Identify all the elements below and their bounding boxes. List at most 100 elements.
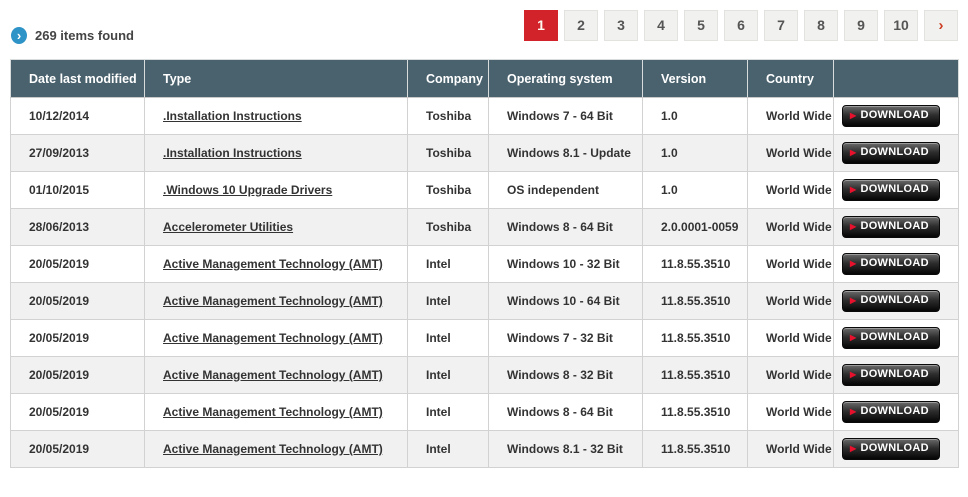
cell-date: 20/05/2019: [10, 356, 145, 394]
cell-type: .Windows 10 Upgrade Drivers: [144, 171, 408, 209]
cell-company: Toshiba: [407, 97, 489, 135]
download-button[interactable]: ▶ DOWNLOAD: [842, 364, 940, 386]
pagination-next-button[interactable]: ›: [924, 10, 958, 41]
page-button-7[interactable]: 7: [764, 10, 798, 41]
cell-version: 11.8.55.3510: [642, 319, 748, 357]
page-button-8[interactable]: 8: [804, 10, 838, 41]
play-icon: ▶: [850, 443, 857, 453]
type-link[interactable]: Active Management Technology (AMT): [163, 294, 383, 308]
download-button[interactable]: ▶ DOWNLOAD: [842, 253, 940, 275]
type-link[interactable]: Active Management Technology (AMT): [163, 257, 383, 271]
table-row: 28/06/2013 Accelerometer Utilities Toshi…: [10, 208, 959, 246]
table-row: 10/12/2014 .Installation Instructions To…: [10, 97, 959, 135]
cell-download: ▶ DOWNLOAD: [833, 430, 959, 468]
cell-company: Intel: [407, 393, 489, 431]
cell-date: 20/05/2019: [10, 319, 145, 357]
table-row: 20/05/2019 Active Management Technology …: [10, 430, 959, 468]
page-button-3[interactable]: 3: [604, 10, 638, 41]
cell-country: World Wide: [747, 171, 834, 209]
download-button-label: DOWNLOAD: [860, 109, 929, 121]
cell-version: 1.0: [642, 97, 748, 135]
chevron-right-circle-icon: ›: [11, 27, 27, 44]
download-button[interactable]: ▶ DOWNLOAD: [842, 290, 940, 312]
cell-date: 27/09/2013: [10, 134, 145, 172]
table-row: 20/05/2019 Active Management Technology …: [10, 319, 959, 357]
cell-type: Active Management Technology (AMT): [144, 430, 408, 468]
type-link[interactable]: Active Management Technology (AMT): [163, 331, 383, 345]
cell-company: Toshiba: [407, 208, 489, 246]
cell-type: .Installation Instructions: [144, 134, 408, 172]
col-header-type: Type: [144, 59, 408, 98]
table-row: 20/05/2019 Active Management Technology …: [10, 245, 959, 283]
cell-version: 11.8.55.3510: [642, 245, 748, 283]
col-header-company: Company: [407, 59, 489, 98]
download-button-label: DOWNLOAD: [860, 442, 929, 454]
cell-version: 11.8.55.3510: [642, 356, 748, 394]
cell-country: World Wide: [747, 245, 834, 283]
play-icon: ▶: [850, 184, 857, 194]
cell-type: Active Management Technology (AMT): [144, 245, 408, 283]
download-button-label: DOWNLOAD: [860, 257, 929, 269]
cell-os: Windows 8 - 32 Bit: [488, 356, 643, 394]
download-button[interactable]: ▶ DOWNLOAD: [842, 179, 940, 201]
page-button-2[interactable]: 2: [564, 10, 598, 41]
top-bar: › 269 items found 1 2 3 4 5 6 7 8 9 10 ›: [10, 10, 958, 44]
cell-os: OS independent: [488, 171, 643, 209]
cell-company: Intel: [407, 356, 489, 394]
col-header-date: Date last modified: [10, 59, 145, 98]
results-table: Date last modified Type Company Operatin…: [10, 59, 959, 468]
cell-os: Windows 8.1 - Update: [488, 134, 643, 172]
cell-download: ▶ DOWNLOAD: [833, 97, 959, 135]
type-link[interactable]: Active Management Technology (AMT): [163, 405, 383, 419]
cell-company: Intel: [407, 245, 489, 283]
type-link[interactable]: .Installation Instructions: [163, 146, 302, 160]
col-header-version: Version: [642, 59, 748, 98]
cell-type: Active Management Technology (AMT): [144, 393, 408, 431]
page-button-4[interactable]: 4: [644, 10, 678, 41]
cell-version: 1.0: [642, 134, 748, 172]
cell-date: 20/05/2019: [10, 282, 145, 320]
page-button-5[interactable]: 5: [684, 10, 718, 41]
download-button[interactable]: ▶ DOWNLOAD: [842, 438, 940, 460]
col-header-country: Country: [747, 59, 834, 98]
cell-company: Intel: [407, 319, 489, 357]
type-link[interactable]: .Windows 10 Upgrade Drivers: [163, 183, 333, 197]
cell-country: World Wide: [747, 319, 834, 357]
results-count-label: 269 items found: [35, 28, 134, 43]
play-icon: ▶: [850, 221, 857, 231]
play-icon: ▶: [850, 295, 857, 305]
cell-download: ▶ DOWNLOAD: [833, 208, 959, 246]
play-icon: ▶: [850, 258, 857, 268]
page-button-1[interactable]: 1: [524, 10, 558, 41]
download-button[interactable]: ▶ DOWNLOAD: [842, 105, 940, 127]
type-link[interactable]: .Installation Instructions: [163, 109, 302, 123]
cell-date: 20/05/2019: [10, 245, 145, 283]
page-button-9[interactable]: 9: [844, 10, 878, 41]
cell-version: 11.8.55.3510: [642, 430, 748, 468]
page: › 269 items found 1 2 3 4 5 6 7 8 9 10 › Date last…: [10, 10, 959, 468]
cell-type: Active Management Technology (AMT): [144, 282, 408, 320]
cell-type: Active Management Technology (AMT): [144, 319, 408, 357]
download-button-label: DOWNLOAD: [860, 368, 929, 380]
download-button[interactable]: ▶ DOWNLOAD: [842, 327, 940, 349]
table-body: 10/12/2014 .Installation Instructions To…: [10, 97, 959, 468]
results-count: › 269 items found: [11, 27, 134, 44]
cell-download: ▶ DOWNLOAD: [833, 245, 959, 283]
cell-version: 11.8.55.3510: [642, 282, 748, 320]
page-button-10[interactable]: 10: [884, 10, 918, 41]
type-link[interactable]: Active Management Technology (AMT): [163, 368, 383, 382]
type-link[interactable]: Accelerometer Utilities: [163, 220, 294, 234]
page-button-6[interactable]: 6: [724, 10, 758, 41]
cell-version: 2.0.0001-0059: [642, 208, 748, 246]
download-button[interactable]: ▶ DOWNLOAD: [842, 216, 940, 238]
download-button[interactable]: ▶ DOWNLOAD: [842, 401, 940, 423]
download-button[interactable]: ▶ DOWNLOAD: [842, 142, 940, 164]
play-icon: ▶: [850, 147, 857, 157]
table-header-row: Date last modified Type Company Operatin…: [10, 59, 959, 98]
download-button-label: DOWNLOAD: [860, 183, 929, 195]
cell-company: Toshiba: [407, 171, 489, 209]
table-row: 20/05/2019 Active Management Technology …: [10, 356, 959, 394]
cell-download: ▶ DOWNLOAD: [833, 356, 959, 394]
table-header: Date last modified Type Company Operatin…: [10, 59, 959, 98]
type-link[interactable]: Active Management Technology (AMT): [163, 442, 383, 456]
